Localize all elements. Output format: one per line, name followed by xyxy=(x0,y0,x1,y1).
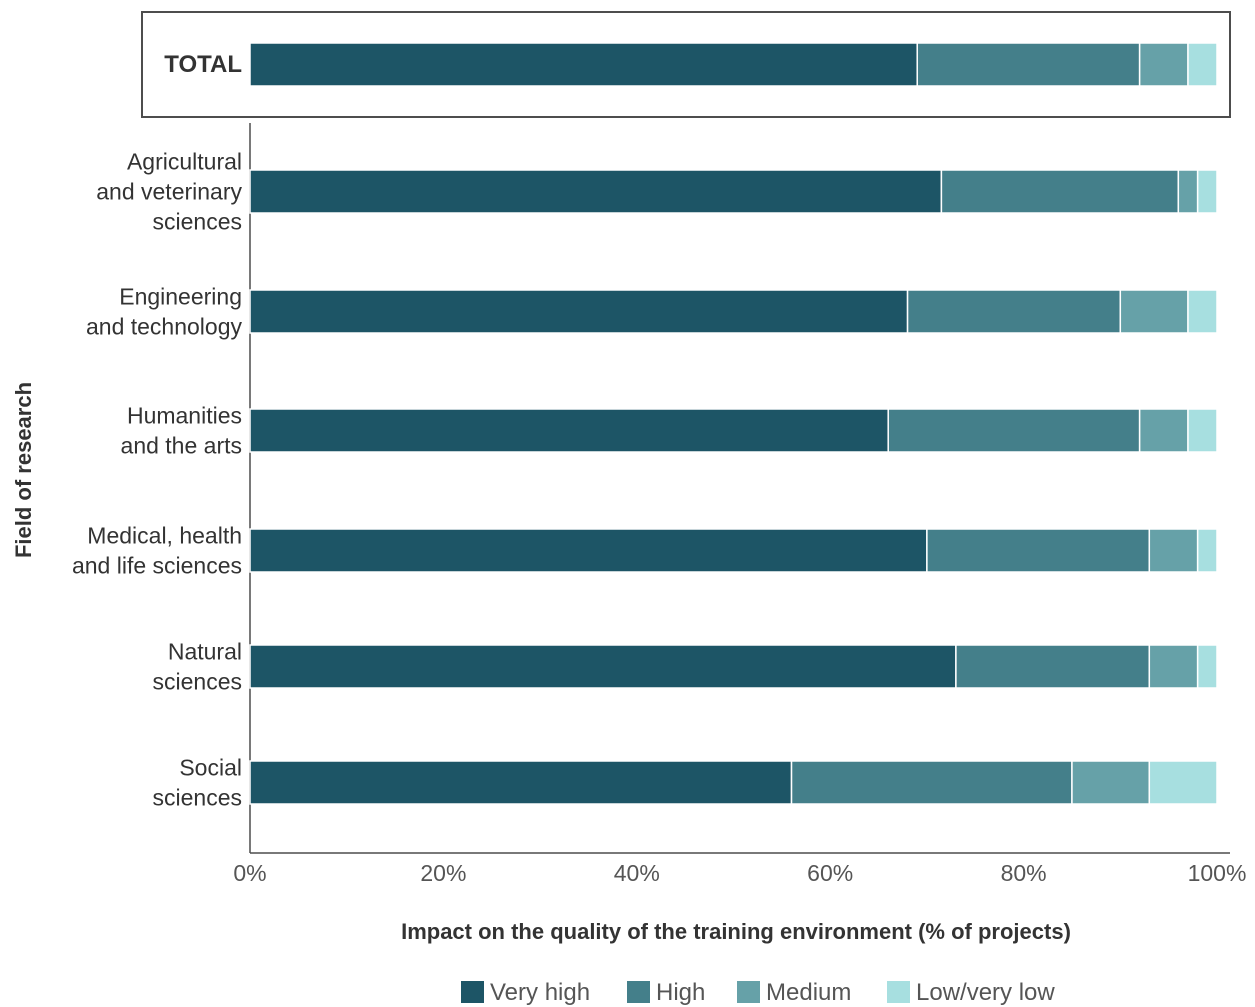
bar-row-low-very-low-segment xyxy=(1196,169,1218,214)
total-label: TOTAL xyxy=(164,51,242,78)
x-tick-label: 80% xyxy=(1001,860,1047,886)
bar-row-medium-segment xyxy=(1148,528,1199,573)
bar-row xyxy=(249,408,1218,453)
bar-row-very-high-segment xyxy=(249,644,957,689)
x-tick-label: 60% xyxy=(807,860,853,886)
category-label-line: sciences xyxy=(153,785,242,811)
legend: Very high High Medium Low/very low xyxy=(461,979,1055,1006)
total-bar-low-very-low-segment xyxy=(1187,42,1218,87)
bar-row-very-high-segment xyxy=(249,169,943,214)
category-label: Medical, health and life sciences xyxy=(72,523,242,579)
category-label: Humanities and the arts xyxy=(121,403,242,459)
bar-row-medium-segment xyxy=(1138,408,1189,453)
bar-row-high-segment xyxy=(940,169,1180,214)
bar-row-high-segment xyxy=(955,644,1151,689)
bar-row-very-high-segment xyxy=(249,289,909,334)
bar-row-medium-segment xyxy=(1071,760,1151,805)
x-axis-title: Impact on the quality of the training en… xyxy=(401,919,1071,944)
bar-row-high-segment xyxy=(790,760,1073,805)
bar-row xyxy=(249,760,1218,805)
bar-row-low-very-low-segment xyxy=(1196,528,1218,573)
total-bar-high-segment xyxy=(916,42,1141,87)
legend-swatch xyxy=(461,981,484,1003)
bar-row-low-very-low-segment xyxy=(1187,289,1218,334)
x-tick-label: 0% xyxy=(233,860,266,886)
category-label: Engineering and technology xyxy=(86,284,243,340)
category-label-line: Humanities xyxy=(127,403,242,429)
category-label: Agricultural and veterinary sciences xyxy=(96,149,242,235)
category-label-line: sciences xyxy=(153,669,242,695)
legend-label: Medium xyxy=(766,979,851,1006)
bars xyxy=(249,169,1218,805)
bar-row-very-high-segment xyxy=(249,760,793,805)
bar-row-medium-segment xyxy=(1148,644,1199,689)
category-label-line: and the arts xyxy=(121,433,242,459)
bar-row-low-very-low-segment xyxy=(1148,760,1218,805)
x-tick-labels: 0% 20% 40% 60% 80% 100% xyxy=(233,860,1246,886)
category-label-line: sciences xyxy=(153,209,242,235)
bar-row xyxy=(249,169,1218,214)
category-label-line: Medical, health xyxy=(87,523,242,549)
total-bar-medium-segment xyxy=(1138,42,1189,87)
category-label-line: Agricultural xyxy=(127,149,242,175)
category-label-line: and life sciences xyxy=(72,553,242,579)
bar-row-very-high-segment xyxy=(249,528,928,573)
total-bar-very-high-segment xyxy=(249,42,918,87)
bar-row-low-very-low-segment xyxy=(1196,644,1218,689)
bar-row-very-high-segment xyxy=(249,408,889,453)
bar-row-low-very-low-segment xyxy=(1187,408,1218,453)
x-tick-label: 100% xyxy=(1188,860,1247,886)
bar-row-medium-segment xyxy=(1119,289,1189,334)
bar-row-high-segment xyxy=(926,528,1151,573)
category-label-line: and technology xyxy=(86,314,243,340)
legend-swatch xyxy=(627,981,650,1003)
category-label-line: Engineering xyxy=(119,284,242,310)
category-labels: Agricultural and veterinary sciences Engine… xyxy=(72,149,243,811)
legend-label: High xyxy=(656,979,705,1006)
total-box xyxy=(141,11,1231,118)
category-label: Social sciences xyxy=(153,755,242,811)
legend-swatch xyxy=(737,981,760,1003)
bar-row-high-segment xyxy=(887,408,1141,453)
category-label-line: Social xyxy=(179,755,242,781)
legend-label: Low/very low xyxy=(916,979,1055,1006)
bar-row-medium-segment xyxy=(1177,169,1199,214)
category-label-line: Natural xyxy=(168,639,242,665)
bar-row-high-segment xyxy=(906,289,1122,334)
total-bar xyxy=(249,42,1218,87)
category-label-line: and veterinary xyxy=(96,179,242,205)
category-label: Natural sciences xyxy=(153,639,242,695)
legend-swatch xyxy=(887,981,910,1003)
x-tick-label: 40% xyxy=(614,860,660,886)
bar-row xyxy=(249,528,1218,573)
x-tick-label: 20% xyxy=(420,860,466,886)
bar-row xyxy=(249,644,1218,689)
bar-row xyxy=(249,289,1218,334)
y-axis-title: Field of research xyxy=(11,382,36,558)
legend-label: Very high xyxy=(490,979,590,1006)
